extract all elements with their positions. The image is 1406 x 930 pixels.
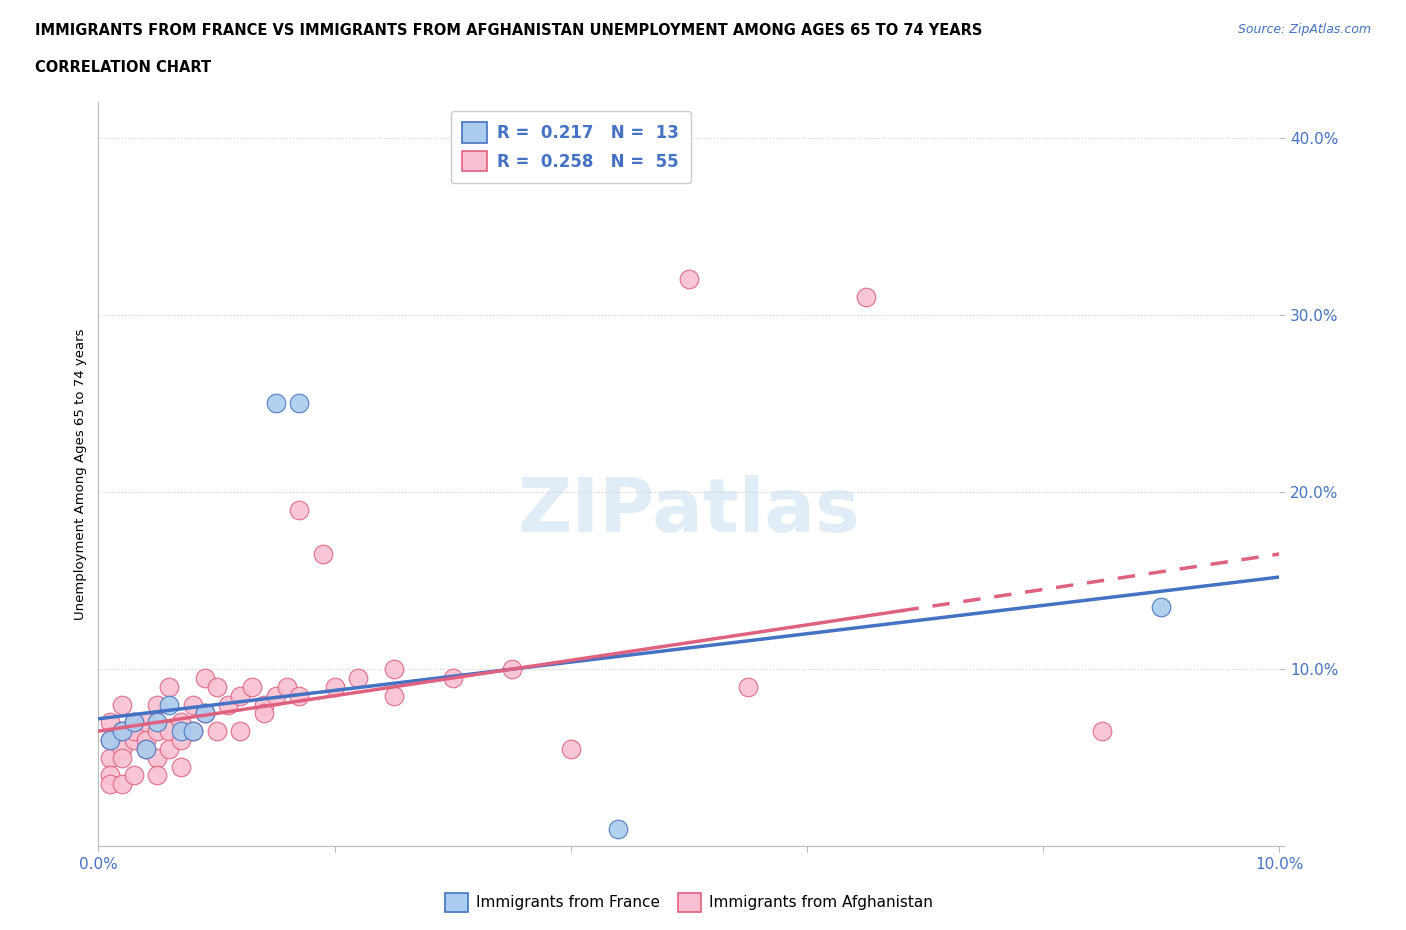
Point <box>170 715 193 730</box>
Y-axis label: Unemployment Among Ages 65 to 74 years: Unemployment Among Ages 65 to 74 years <box>75 328 87 620</box>
Point <box>737 680 759 695</box>
Point <box>135 741 157 756</box>
Point <box>323 680 346 695</box>
Point <box>157 724 180 738</box>
Point <box>135 715 157 730</box>
Point <box>146 751 169 765</box>
Point <box>111 698 134 712</box>
Point <box>253 706 276 721</box>
Point <box>122 715 145 730</box>
Text: IMMIGRANTS FROM FRANCE VS IMMIGRANTS FROM AFGHANISTAN UNEMPLOYMENT AMONG AGES 65: IMMIGRANTS FROM FRANCE VS IMMIGRANTS FRO… <box>35 23 983 38</box>
Point <box>135 741 157 756</box>
Point <box>181 724 204 738</box>
Point <box>264 688 287 703</box>
Point <box>229 724 252 738</box>
Point <box>111 751 134 765</box>
Point <box>607 821 630 836</box>
Point <box>170 733 193 748</box>
Point <box>264 396 287 411</box>
Point <box>312 547 335 562</box>
Point <box>170 759 193 774</box>
Point <box>194 671 217 685</box>
Point <box>157 680 180 695</box>
Point <box>122 715 145 730</box>
Point <box>382 688 405 703</box>
Point <box>382 662 405 677</box>
Point <box>181 698 204 712</box>
Point <box>146 698 169 712</box>
Point <box>288 502 311 517</box>
Point <box>347 671 370 685</box>
Point <box>170 724 193 738</box>
Point <box>240 680 263 695</box>
Text: ZIPatlas: ZIPatlas <box>517 475 860 548</box>
Point <box>157 698 180 712</box>
Point <box>288 396 311 411</box>
Point <box>217 698 239 712</box>
Point <box>205 724 228 738</box>
Point <box>441 671 464 685</box>
Text: CORRELATION CHART: CORRELATION CHART <box>35 60 211 75</box>
Legend: R =  0.217   N =  13, R =  0.258   N =  55: R = 0.217 N = 13, R = 0.258 N = 55 <box>451 111 690 183</box>
Point <box>135 733 157 748</box>
Point <box>98 777 121 791</box>
Point <box>253 698 276 712</box>
Point <box>276 680 298 695</box>
Point <box>205 680 228 695</box>
Point <box>98 715 121 730</box>
Point <box>146 768 169 783</box>
Point <box>157 741 180 756</box>
Point <box>98 751 121 765</box>
Point <box>98 733 121 748</box>
Point <box>1150 600 1173 615</box>
Point <box>288 688 311 703</box>
Legend: Immigrants from France, Immigrants from Afghanistan: Immigrants from France, Immigrants from … <box>439 887 939 918</box>
Point <box>146 715 169 730</box>
Point <box>146 724 169 738</box>
Point <box>1091 724 1114 738</box>
Point <box>122 768 145 783</box>
Point <box>560 741 582 756</box>
Point <box>111 741 134 756</box>
Point <box>194 706 217 721</box>
Point <box>111 724 134 738</box>
Point <box>111 724 134 738</box>
Point <box>98 733 121 748</box>
Point <box>855 290 877 305</box>
Point <box>111 777 134 791</box>
Point <box>678 272 700 286</box>
Point <box>501 662 523 677</box>
Point <box>122 724 145 738</box>
Text: Source: ZipAtlas.com: Source: ZipAtlas.com <box>1237 23 1371 36</box>
Point <box>194 706 217 721</box>
Point <box>229 688 252 703</box>
Point <box>181 724 204 738</box>
Point <box>98 768 121 783</box>
Point <box>122 733 145 748</box>
